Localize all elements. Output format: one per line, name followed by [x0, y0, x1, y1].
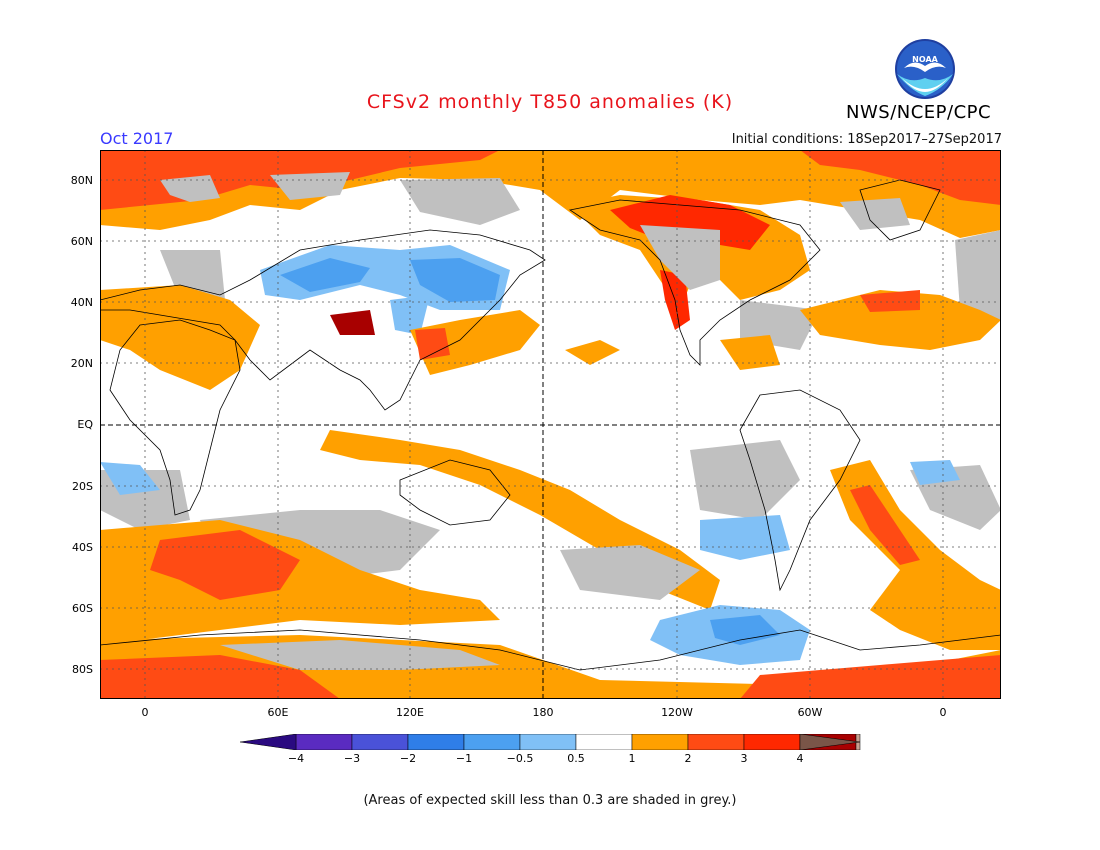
- lat-label: 40N: [70, 296, 93, 309]
- latitude-gridlines: [100, 179, 1001, 670]
- lon-label: 0: [141, 706, 149, 719]
- coastline-eurasia: [100, 229, 546, 411]
- grey-region-arctic-3: [400, 178, 520, 225]
- anomaly-region-gulf-warm: [720, 335, 780, 370]
- logo-text: NOAA: [912, 55, 938, 64]
- anomaly-region-east-pacific-warm: [565, 340, 620, 365]
- grey-region-antarctic: [220, 640, 500, 670]
- anomaly-region-atlantic-south-cool: [910, 460, 960, 485]
- lat-label: 80N: [70, 174, 93, 187]
- lon-label: 0: [939, 706, 947, 719]
- grey-region-arctic-2: [270, 172, 350, 200]
- colorbar-cell: [687, 734, 745, 750]
- anomaly-region-antarctic-cold: [710, 615, 780, 645]
- initial-conditions: Initial conditions: 18Sep2017–27Sep2017: [731, 132, 1002, 147]
- anomaly-region-arctic-strong-east: [800, 150, 1001, 205]
- anomaly-region-south-atlantic-strong: [850, 485, 920, 565]
- colorbar-cell: [351, 734, 409, 750]
- lat-label: 20S: [72, 480, 93, 493]
- colorbar-label: 2: [684, 752, 692, 765]
- lon-label: 180: [532, 706, 554, 719]
- lon-label: 120W: [661, 706, 693, 719]
- anomaly-region-siberia-cold: [280, 258, 370, 292]
- colorbar-label: −4: [287, 752, 305, 765]
- lat-label: 60S: [72, 602, 93, 615]
- anomaly-region-china-cool: [390, 295, 430, 335]
- colorbar-cell: [575, 734, 633, 750]
- lat-label: 80S: [72, 663, 93, 676]
- lon-label: 60W: [797, 706, 823, 719]
- lat-label: EQ: [77, 418, 93, 431]
- colorbar-label: 3: [740, 752, 748, 765]
- anomaly-region-pacific-warm: [410, 310, 540, 375]
- coastline-north-america: [568, 199, 821, 366]
- anomaly-region-southern-strong: [150, 530, 300, 600]
- colorbar-cells: [295, 734, 861, 750]
- agency-label: NWS/NCEP/CPC: [846, 102, 992, 123]
- anomaly-region-tibet-hot: [330, 310, 375, 335]
- lon-label: 60E: [267, 706, 289, 719]
- colorbar-cell: [631, 734, 689, 750]
- anomaly-region-atlantic-warm: [800, 290, 1001, 350]
- anomaly-region-antarctic-strong-west: [100, 655, 340, 699]
- noaa-logo-icon: NOAA: [895, 39, 955, 99]
- grey-region-south-pacific: [690, 440, 800, 520]
- anomaly-region-med-warm: [100, 285, 260, 390]
- anomaly-map: [100, 150, 1001, 699]
- grey-region-arctic-4: [840, 198, 910, 230]
- colorbar-label: −0.5: [506, 752, 534, 765]
- colorbar-cell: [295, 734, 353, 750]
- colorbar-label: −1: [455, 752, 473, 765]
- grey-region-arctic-1: [160, 175, 220, 202]
- lat-label: 40S: [72, 541, 93, 554]
- footnote: (Areas of expected skill less than 0.3 a…: [363, 793, 737, 808]
- colorbar-cell: [463, 734, 521, 750]
- anomaly-region-japan-cold: [410, 258, 500, 302]
- longitude-gridlines: [144, 150, 944, 699]
- anomaly-region-southern-warm-east: [870, 570, 1001, 650]
- lat-label: 60N: [70, 235, 93, 248]
- coastline-antarctica: [100, 629, 1001, 671]
- continent-outlines: [100, 179, 1001, 671]
- anomaly-region-canada-strong: [610, 195, 770, 250]
- colorbar-end-high: [799, 734, 861, 750]
- grey-region-southern-ocean: [560, 545, 700, 600]
- chart-title: CFSv2 monthly T850 anomalies (K): [366, 91, 734, 113]
- colorbar-end-low: [240, 734, 297, 750]
- colorbar: [240, 734, 861, 750]
- colorbar-label: 0.5: [567, 752, 585, 765]
- anomaly-region-antarctic-strong-east: [740, 655, 1001, 699]
- map-frame: [100, 150, 1001, 699]
- lon-label: 120E: [396, 706, 424, 719]
- grey-region-europe: [955, 230, 1001, 320]
- colorbar-cell: [519, 734, 577, 750]
- colorbar-label: 1: [628, 752, 636, 765]
- colorbar-label: 4: [796, 752, 804, 765]
- coastline-africa: [109, 319, 241, 516]
- colorbar-label: −3: [343, 752, 361, 765]
- coastline-australia: [399, 459, 511, 526]
- forecast-month: Oct 2017: [100, 129, 174, 148]
- colorbar-cell: [407, 734, 465, 750]
- colorbar-cell: [743, 734, 801, 750]
- lat-label: 20N: [70, 357, 93, 370]
- colorbar-label: −2: [399, 752, 417, 765]
- coastline-south-america: [739, 389, 861, 592]
- anomaly-region-atlantic-strong: [860, 290, 920, 312]
- anomaly-region-indian-warm: [320, 430, 720, 610]
- anomaly-region-south-pacific-cool: [700, 515, 790, 560]
- anomaly-region-pacific-strong: [415, 328, 450, 360]
